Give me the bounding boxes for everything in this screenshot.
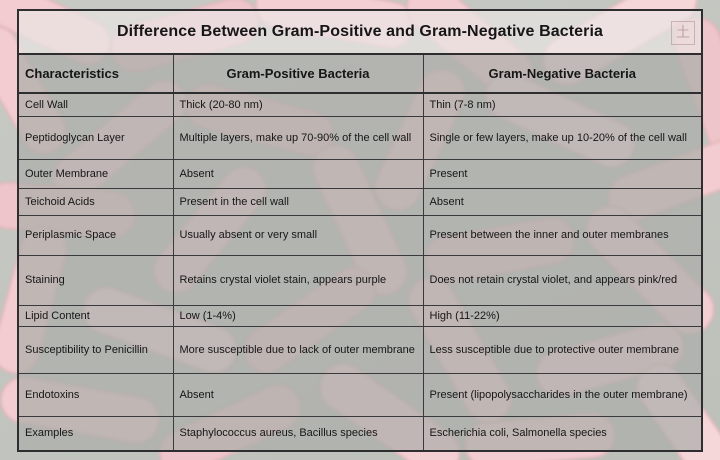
characteristic-cell: Examples	[17, 415, 174, 452]
gram-negative-cell: Less susceptible due to protective outer…	[422, 325, 703, 374]
gram-negative-cell: Escherichia coli, Salmonella species	[422, 415, 703, 452]
table-row: Peptidoglycan Layer Multiple layers, make…	[17, 115, 703, 160]
characteristic-cell: Endotoxins	[17, 372, 174, 417]
gram-positive-cell: Present in the cell wall	[172, 187, 424, 216]
table-body: Cell Wall Thick (20-80 nm) Thin (7-8 nm) Pe…	[17, 92, 703, 452]
gram-positive-cell: Absent	[172, 372, 424, 417]
gram-negative-cell: High (11-22%)	[422, 304, 703, 327]
characteristic-cell: Staining	[17, 254, 174, 306]
table-row: Cell Wall Thick (20-80 nm) Thin (7-8 nm)	[17, 92, 703, 117]
column-header-row: Characteristics Gram-Positive Bacteria G…	[17, 53, 703, 94]
gram-positive-cell: More susceptible due to lack of outer me…	[172, 325, 424, 374]
gram-positive-cell: Usually absent or very small	[172, 214, 424, 256]
table-row: Staining Retains crystal violet stain, ap…	[17, 254, 703, 306]
table-row: Susceptibility to Penicillin More suscept…	[17, 325, 703, 374]
gram-negative-cell: Single or few layers, make up 10-20% of …	[422, 115, 703, 160]
table-title-cell: Difference Between Gram-Positive and Gra…	[17, 9, 703, 55]
watermark-icon: 土	[671, 21, 696, 45]
table-row: Outer Membrane Absent Present	[17, 158, 703, 189]
gram-negative-cell: Present (lipopolysaccharides in the oute…	[422, 372, 703, 417]
table-row: Examples Staphylococcus aureus, Bacillus …	[17, 415, 703, 452]
table-row: Teichoid Acids Present in the cell wall Ab…	[17, 187, 703, 216]
characteristic-cell: Periplasmic Space	[17, 214, 174, 256]
gram-positive-cell: Staphylococcus aureus, Bacillus species	[172, 415, 424, 452]
table-row: Lipid Content Low (1-4%) High (11-22%)	[17, 304, 703, 327]
gram-negative-cell: Thin (7-8 nm)	[422, 92, 703, 117]
gram-negative-cell: Absent	[422, 187, 703, 216]
title-row: Difference Between Gram-Positive and Gra…	[17, 9, 703, 55]
gram-negative-cell: Present	[422, 158, 703, 189]
gram-negative-cell: Does not retain crystal violet, and appe…	[422, 254, 703, 306]
characteristic-cell: Teichoid Acids	[17, 187, 174, 216]
column-header-characteristics: Characteristics	[17, 53, 174, 94]
characteristic-cell: Lipid Content	[17, 304, 174, 327]
characteristic-cell: Peptidoglycan Layer	[17, 115, 174, 160]
comparison-table: Difference Between Gram-Positive and Gra…	[17, 9, 704, 452]
gram-positive-cell: Thick (20-80 nm)	[172, 92, 424, 117]
characteristic-cell: Outer Membrane	[17, 158, 174, 189]
gram-positive-cell: Retains crystal violet stain, appears pu…	[172, 254, 424, 306]
characteristic-cell: Susceptibility to Penicillin	[17, 325, 174, 374]
table-row: Endotoxins Absent Present (lipopolysacchar…	[17, 372, 703, 417]
column-header-gram-positive: Gram-Positive Bacteria	[172, 53, 424, 94]
gram-negative-cell: Present between the inner and outer memb…	[422, 214, 703, 256]
gram-positive-cell: Low (1-4%)	[172, 304, 424, 327]
gram-positive-cell: Multiple layers, make up 70-90% of the c…	[172, 115, 424, 160]
gram-positive-cell: Absent	[172, 158, 424, 189]
characteristic-cell: Cell Wall	[17, 92, 174, 117]
page-title: Difference Between Gram-Positive and Gra…	[116, 23, 604, 40]
table-row: Periplasmic Space Usually absent or very …	[17, 214, 703, 256]
column-header-gram-negative: Gram-Negative Bacteria	[422, 53, 703, 94]
